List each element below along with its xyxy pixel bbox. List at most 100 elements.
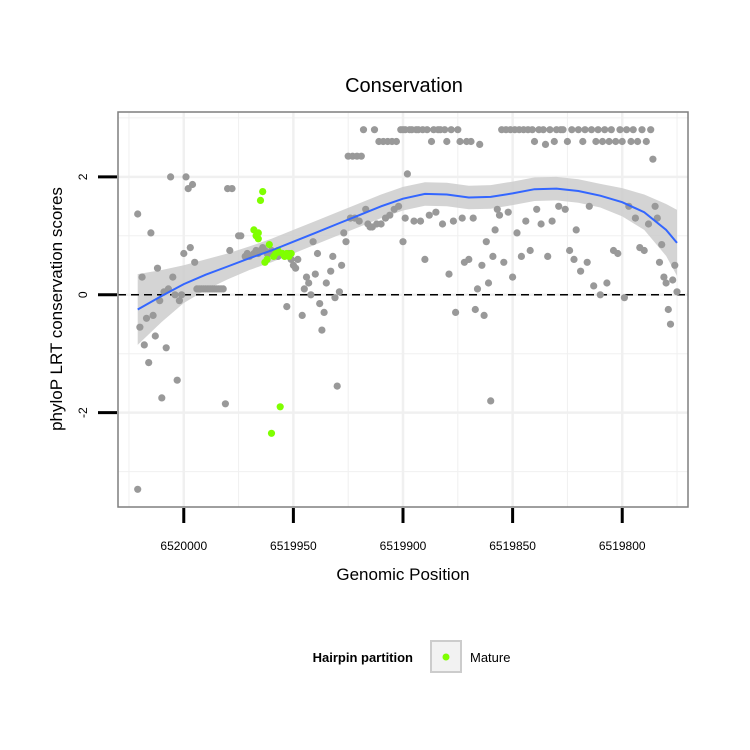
data-point bbox=[653, 214, 661, 222]
data-point bbox=[631, 214, 640, 222]
data-point bbox=[331, 294, 339, 302]
data-point bbox=[454, 126, 462, 134]
data-point bbox=[649, 155, 657, 163]
data-point bbox=[423, 126, 431, 134]
data-point bbox=[191, 258, 199, 266]
data-point bbox=[480, 311, 488, 319]
mature-data-point bbox=[265, 241, 273, 249]
data-point bbox=[473, 285, 482, 293]
mature-data-point bbox=[263, 255, 271, 263]
plot-border bbox=[117, 111, 689, 508]
legend-label-mature: Mature bbox=[470, 650, 510, 665]
data-point bbox=[136, 323, 144, 331]
data-point bbox=[522, 217, 530, 225]
data-point bbox=[642, 137, 650, 146]
data-point bbox=[559, 126, 567, 134]
data-point bbox=[134, 210, 142, 218]
data-point bbox=[528, 126, 536, 134]
data-point bbox=[403, 170, 411, 178]
data-point bbox=[467, 137, 475, 146]
data-point bbox=[658, 241, 666, 249]
data-point bbox=[570, 255, 578, 263]
data-point bbox=[427, 137, 436, 146]
data-point bbox=[162, 344, 170, 352]
data-point bbox=[563, 137, 572, 146]
data-point bbox=[489, 252, 497, 260]
data-point bbox=[508, 273, 517, 281]
data-point bbox=[392, 137, 400, 146]
data-point bbox=[583, 258, 591, 266]
data-point bbox=[587, 126, 596, 134]
data-point bbox=[320, 308, 328, 316]
y-tick-label: -2 bbox=[76, 407, 90, 418]
data-point bbox=[338, 261, 346, 269]
data-point bbox=[607, 126, 615, 134]
data-point bbox=[469, 214, 477, 222]
data-point bbox=[517, 252, 526, 260]
data-point bbox=[592, 137, 600, 146]
data-point bbox=[340, 229, 348, 237]
smooth-trend-line bbox=[137, 187, 678, 311]
data-point bbox=[634, 137, 642, 146]
data-point bbox=[138, 273, 146, 281]
data-point bbox=[142, 314, 151, 322]
data-point bbox=[581, 126, 589, 134]
x-tick-label: 6520000 bbox=[160, 539, 207, 553]
y-tick-label: 2 bbox=[76, 173, 90, 180]
data-point bbox=[188, 180, 197, 189]
data-point bbox=[237, 232, 245, 240]
data-point bbox=[655, 258, 664, 266]
data-point bbox=[447, 126, 455, 134]
data-point bbox=[449, 217, 457, 225]
data-point bbox=[333, 382, 341, 390]
data-point bbox=[594, 126, 602, 134]
data-point bbox=[313, 249, 322, 258]
data-point bbox=[401, 214, 409, 222]
data-point bbox=[327, 267, 335, 275]
data-point bbox=[504, 208, 512, 216]
data-point bbox=[491, 226, 499, 234]
data-point bbox=[537, 220, 545, 228]
data-point bbox=[548, 217, 556, 225]
data-point bbox=[530, 137, 539, 146]
data-point bbox=[627, 137, 635, 146]
data-point bbox=[305, 279, 313, 287]
data-point bbox=[221, 400, 229, 408]
data-point bbox=[456, 137, 464, 146]
data-point bbox=[302, 273, 311, 281]
data-point bbox=[620, 294, 629, 302]
data-point bbox=[300, 285, 308, 293]
mature-data-point bbox=[267, 429, 276, 437]
data-point bbox=[359, 126, 368, 134]
data-point bbox=[669, 276, 677, 284]
data-point bbox=[377, 220, 385, 228]
data-point bbox=[226, 246, 234, 255]
data-point bbox=[660, 273, 668, 281]
data-point bbox=[544, 252, 552, 260]
y-tick-label: 0 bbox=[76, 291, 90, 298]
data-point bbox=[478, 261, 486, 269]
data-point bbox=[149, 311, 157, 319]
data-point bbox=[623, 126, 631, 134]
data-point bbox=[664, 305, 672, 314]
data-point bbox=[441, 126, 449, 134]
data-point bbox=[614, 249, 622, 258]
data-point bbox=[410, 217, 418, 225]
data-point bbox=[151, 332, 159, 340]
data-point bbox=[399, 238, 407, 246]
data-point bbox=[533, 205, 541, 213]
mature-data-point bbox=[256, 196, 265, 204]
data-point bbox=[603, 279, 611, 287]
data-point bbox=[647, 126, 655, 134]
data-point bbox=[292, 264, 300, 272]
x-axis-title: Genomic Position bbox=[336, 565, 469, 584]
data-point bbox=[134, 485, 142, 493]
data-point bbox=[153, 264, 162, 272]
data-point bbox=[458, 214, 466, 222]
x-tick-label: 6519850 bbox=[489, 539, 536, 553]
data-point bbox=[335, 288, 343, 296]
data-point bbox=[577, 267, 585, 275]
data-point bbox=[318, 326, 326, 334]
y-axis: -2 0 2 bbox=[76, 173, 117, 418]
